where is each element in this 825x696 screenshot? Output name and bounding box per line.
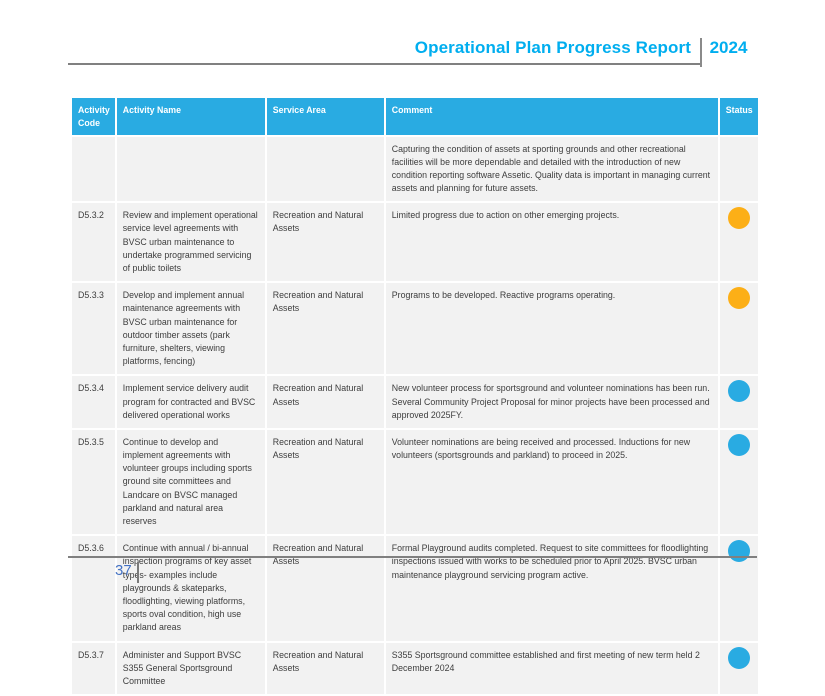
cell-service-area: Recreation and Natural Assets	[266, 642, 384, 695]
cell-activity-name: Implement service delivery audit program…	[116, 376, 265, 428]
report-title-wrap: Operational Plan Progress Report	[68, 38, 700, 65]
page-number: 37	[115, 562, 132, 579]
page-title: Operational Plan Progress Report	[414, 38, 691, 57]
cell-comment: Volunteer nominations are being received…	[385, 429, 718, 535]
cell-activity-name: Review and implement operational service…	[116, 203, 265, 282]
cell-comment: Limited progress due to action on other …	[385, 203, 718, 282]
cell-status	[719, 642, 758, 695]
cell-status	[719, 376, 758, 428]
header-activity-code: Activity Code	[72, 98, 115, 135]
cell-service-area: Recreation and Natural Assets	[266, 203, 384, 282]
cell-comment: Programs to be developed. Reactive progr…	[385, 283, 718, 375]
cell-activity-code: D5.3.4	[72, 376, 115, 428]
header-comment: Comment	[385, 98, 718, 135]
report-year: 2024	[709, 38, 748, 57]
cell-service-area	[266, 136, 384, 202]
header-activity-name: Activity Name	[116, 98, 265, 135]
cell-comment: Formal Playground audits completed. Requ…	[385, 536, 718, 641]
cell-service-area: Recreation and Natural Assets	[266, 429, 384, 535]
cell-activity-name	[116, 136, 265, 202]
cell-comment: S355 Sportsground committee established …	[385, 642, 718, 695]
table-row: Capturing the condition of assets at spo…	[72, 136, 758, 202]
cell-status	[719, 536, 758, 641]
cell-service-area: Recreation and Natural Assets	[266, 376, 384, 428]
status-indicator	[727, 380, 750, 403]
footer-rule	[68, 556, 757, 558]
report-page: Operational Plan Progress Report 2024 Ac…	[68, 38, 758, 695]
progress-table: Activity Code Activity Name Service Area…	[70, 96, 760, 696]
cell-service-area: Recreation and Natural Assets	[266, 536, 384, 641]
cell-comment: Capturing the condition of assets at spo…	[385, 136, 718, 202]
status-indicator	[727, 433, 750, 456]
cell-activity-code: D5.3.3	[72, 283, 115, 375]
status-indicator	[727, 287, 750, 310]
header-divider	[700, 38, 702, 67]
footer-divider	[136, 562, 139, 583]
cell-service-area: Recreation and Natural Assets	[266, 283, 384, 375]
table-row: D5.3.3 Develop and implement annual main…	[72, 283, 758, 375]
cell-activity-code	[72, 136, 115, 202]
cell-activity-code: D5.3.5	[72, 429, 115, 535]
cell-activity-code: D5.3.7	[72, 642, 115, 695]
table-row: D5.3.6 Continue with annual / bi-annual …	[72, 536, 758, 641]
table-row: D5.3.4 Implement service delivery audit …	[72, 376, 758, 428]
cell-status	[719, 203, 758, 282]
cell-activity-name: Continue to develop and implement agreem…	[116, 429, 265, 535]
footer-page-number-wrap: 37	[115, 562, 139, 583]
cell-activity-code: D5.3.6	[72, 536, 115, 641]
header-status: Status	[719, 98, 758, 135]
table-row: D5.3.2 Review and implement operational …	[72, 203, 758, 282]
cell-activity-name: Administer and Support BVSC S355 General…	[116, 642, 265, 695]
cell-comment: New volunteer process for sportsground a…	[385, 376, 718, 428]
report-header: Operational Plan Progress Report 2024	[68, 38, 755, 67]
status-indicator	[727, 540, 750, 563]
cell-status	[719, 283, 758, 375]
cell-activity-name: Continue with annual / bi-annual inspect…	[116, 536, 265, 641]
cell-status	[719, 429, 758, 535]
table-row: D5.3.5 Continue to develop and implement…	[72, 429, 758, 535]
cell-activity-name: Develop and implement annual maintenance…	[116, 283, 265, 375]
cell-status	[719, 136, 758, 202]
status-indicator	[727, 646, 750, 669]
status-indicator	[727, 207, 750, 230]
table-row: D5.3.7 Administer and Support BVSC S355 …	[72, 642, 758, 695]
header-service-area: Service Area	[266, 98, 384, 135]
table-header-row: Activity Code Activity Name Service Area…	[72, 98, 758, 135]
cell-activity-code: D5.3.2	[72, 203, 115, 282]
